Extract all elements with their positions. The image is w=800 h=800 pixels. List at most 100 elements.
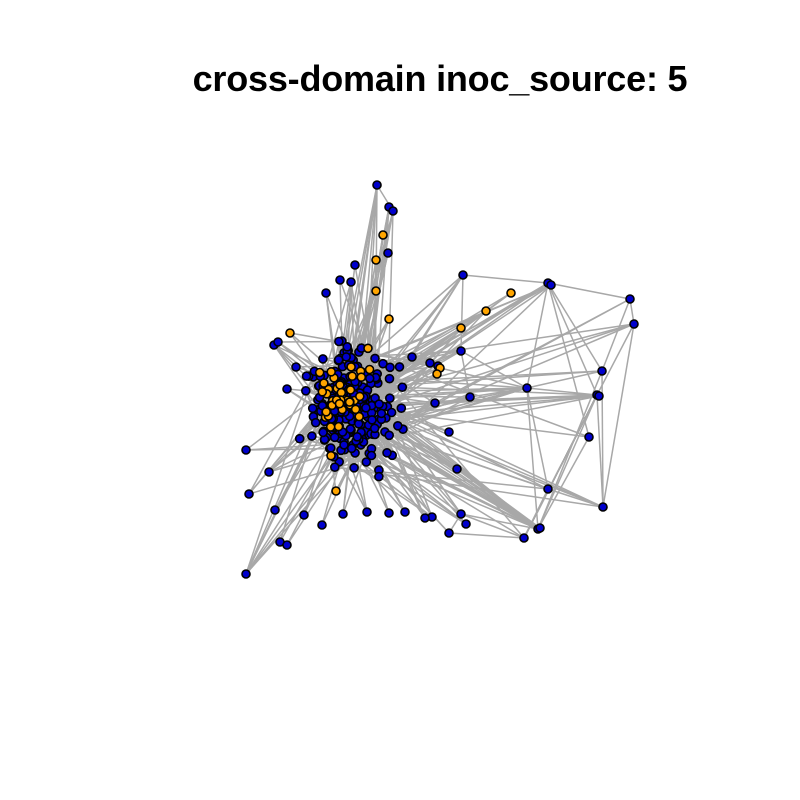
graph-node (282, 384, 292, 394)
graph-node (291, 362, 301, 372)
graph-node (318, 427, 328, 438)
graph-node (342, 341, 353, 352)
graph-node (325, 443, 336, 453)
graph-node-highlighted (378, 230, 388, 240)
graph-node (444, 427, 454, 437)
graph-edge (547, 488, 604, 508)
graph-node (392, 420, 403, 431)
graph-node (335, 275, 345, 285)
graph-node (522, 383, 532, 393)
graph-node (307, 403, 318, 414)
graph-edge (547, 282, 590, 438)
graph-node (598, 502, 608, 512)
graph-node (384, 393, 395, 404)
graph-edge (547, 282, 598, 396)
graph-edge (352, 375, 528, 389)
graph-node (321, 288, 331, 298)
graph-node (273, 337, 283, 347)
graph-edge (547, 282, 603, 372)
graph-node (264, 467, 274, 477)
graph-edge (602, 323, 635, 508)
graph-node (519, 533, 529, 543)
graph-node (458, 270, 468, 280)
graph-node (400, 507, 410, 517)
graph-node-highlighted (326, 366, 337, 377)
graph-edge (596, 394, 604, 508)
graph-node-highlighted (317, 386, 328, 397)
graph-node (367, 415, 377, 425)
graph-edge (469, 387, 528, 398)
graph-node (345, 424, 356, 434)
graph-node-highlighted (356, 372, 367, 383)
graph-edge (289, 332, 340, 343)
graph-node (425, 358, 435, 368)
graph-edge (245, 371, 316, 575)
graph-node (420, 513, 430, 523)
graph-node (383, 248, 393, 258)
graph-node (384, 508, 394, 518)
graph-node-highlighted (384, 314, 394, 324)
graph-node-highlighted (345, 385, 356, 395)
graph-node (465, 392, 475, 402)
graph-node-highlighted (481, 306, 491, 316)
graph-node (388, 206, 398, 216)
graph-node-highlighted (432, 369, 442, 379)
graph-edge (448, 532, 525, 539)
graph-node (241, 445, 251, 455)
graph-edge (245, 433, 372, 575)
graph-node-highlighted (371, 286, 381, 296)
graph-node (452, 464, 462, 474)
graph-node (397, 382, 408, 393)
graph-node-highlighted (285, 328, 295, 338)
graph-node (361, 457, 372, 467)
graph-node-highlighted (371, 255, 381, 265)
graph-edge (526, 370, 603, 389)
graph-node (364, 373, 375, 384)
graph-node-highlighted (347, 371, 358, 382)
graph-node (334, 336, 344, 347)
graph-edge (460, 513, 539, 530)
graph-node (270, 505, 280, 515)
graph-node (329, 432, 340, 443)
graph-node (374, 399, 384, 409)
graph-node (282, 540, 292, 550)
graph-node-highlighted (331, 486, 341, 496)
graph-node (338, 509, 348, 519)
graph-edge (248, 376, 314, 495)
graph-node (535, 523, 545, 533)
graph-node (366, 450, 377, 461)
graph-edge (523, 394, 598, 539)
graph-node (384, 430, 395, 441)
graph-node (307, 431, 317, 441)
graph-node (384, 373, 395, 384)
graph-node (407, 352, 417, 362)
graph-edge (460, 274, 464, 352)
graph-node (372, 180, 382, 190)
graph-node (362, 507, 372, 517)
graph-node (244, 489, 254, 499)
graph-edge (537, 394, 598, 530)
graph-node (370, 353, 380, 364)
graph-node (350, 260, 360, 270)
graph-node-highlighted (325, 422, 336, 432)
graph-node (241, 569, 251, 579)
graph-node (594, 391, 604, 401)
graph-node (299, 510, 309, 520)
plot-title: cross-domain inoc_source: 5 (192, 58, 688, 99)
graph-node (456, 509, 466, 519)
graph-node-highlighted (506, 288, 516, 298)
graph-node-highlighted (344, 397, 355, 407)
graph-node (461, 519, 471, 529)
graph-edge (324, 438, 539, 530)
graph-node (376, 408, 387, 419)
graph-node (317, 520, 327, 530)
graph-node (352, 431, 363, 442)
graph-node (629, 319, 639, 329)
graph-node-highlighted (333, 421, 344, 432)
graph-edge (485, 292, 512, 312)
graph-node (374, 471, 384, 482)
graph-node (584, 432, 594, 442)
graph-node (430, 398, 440, 408)
graph-edge (526, 387, 549, 490)
